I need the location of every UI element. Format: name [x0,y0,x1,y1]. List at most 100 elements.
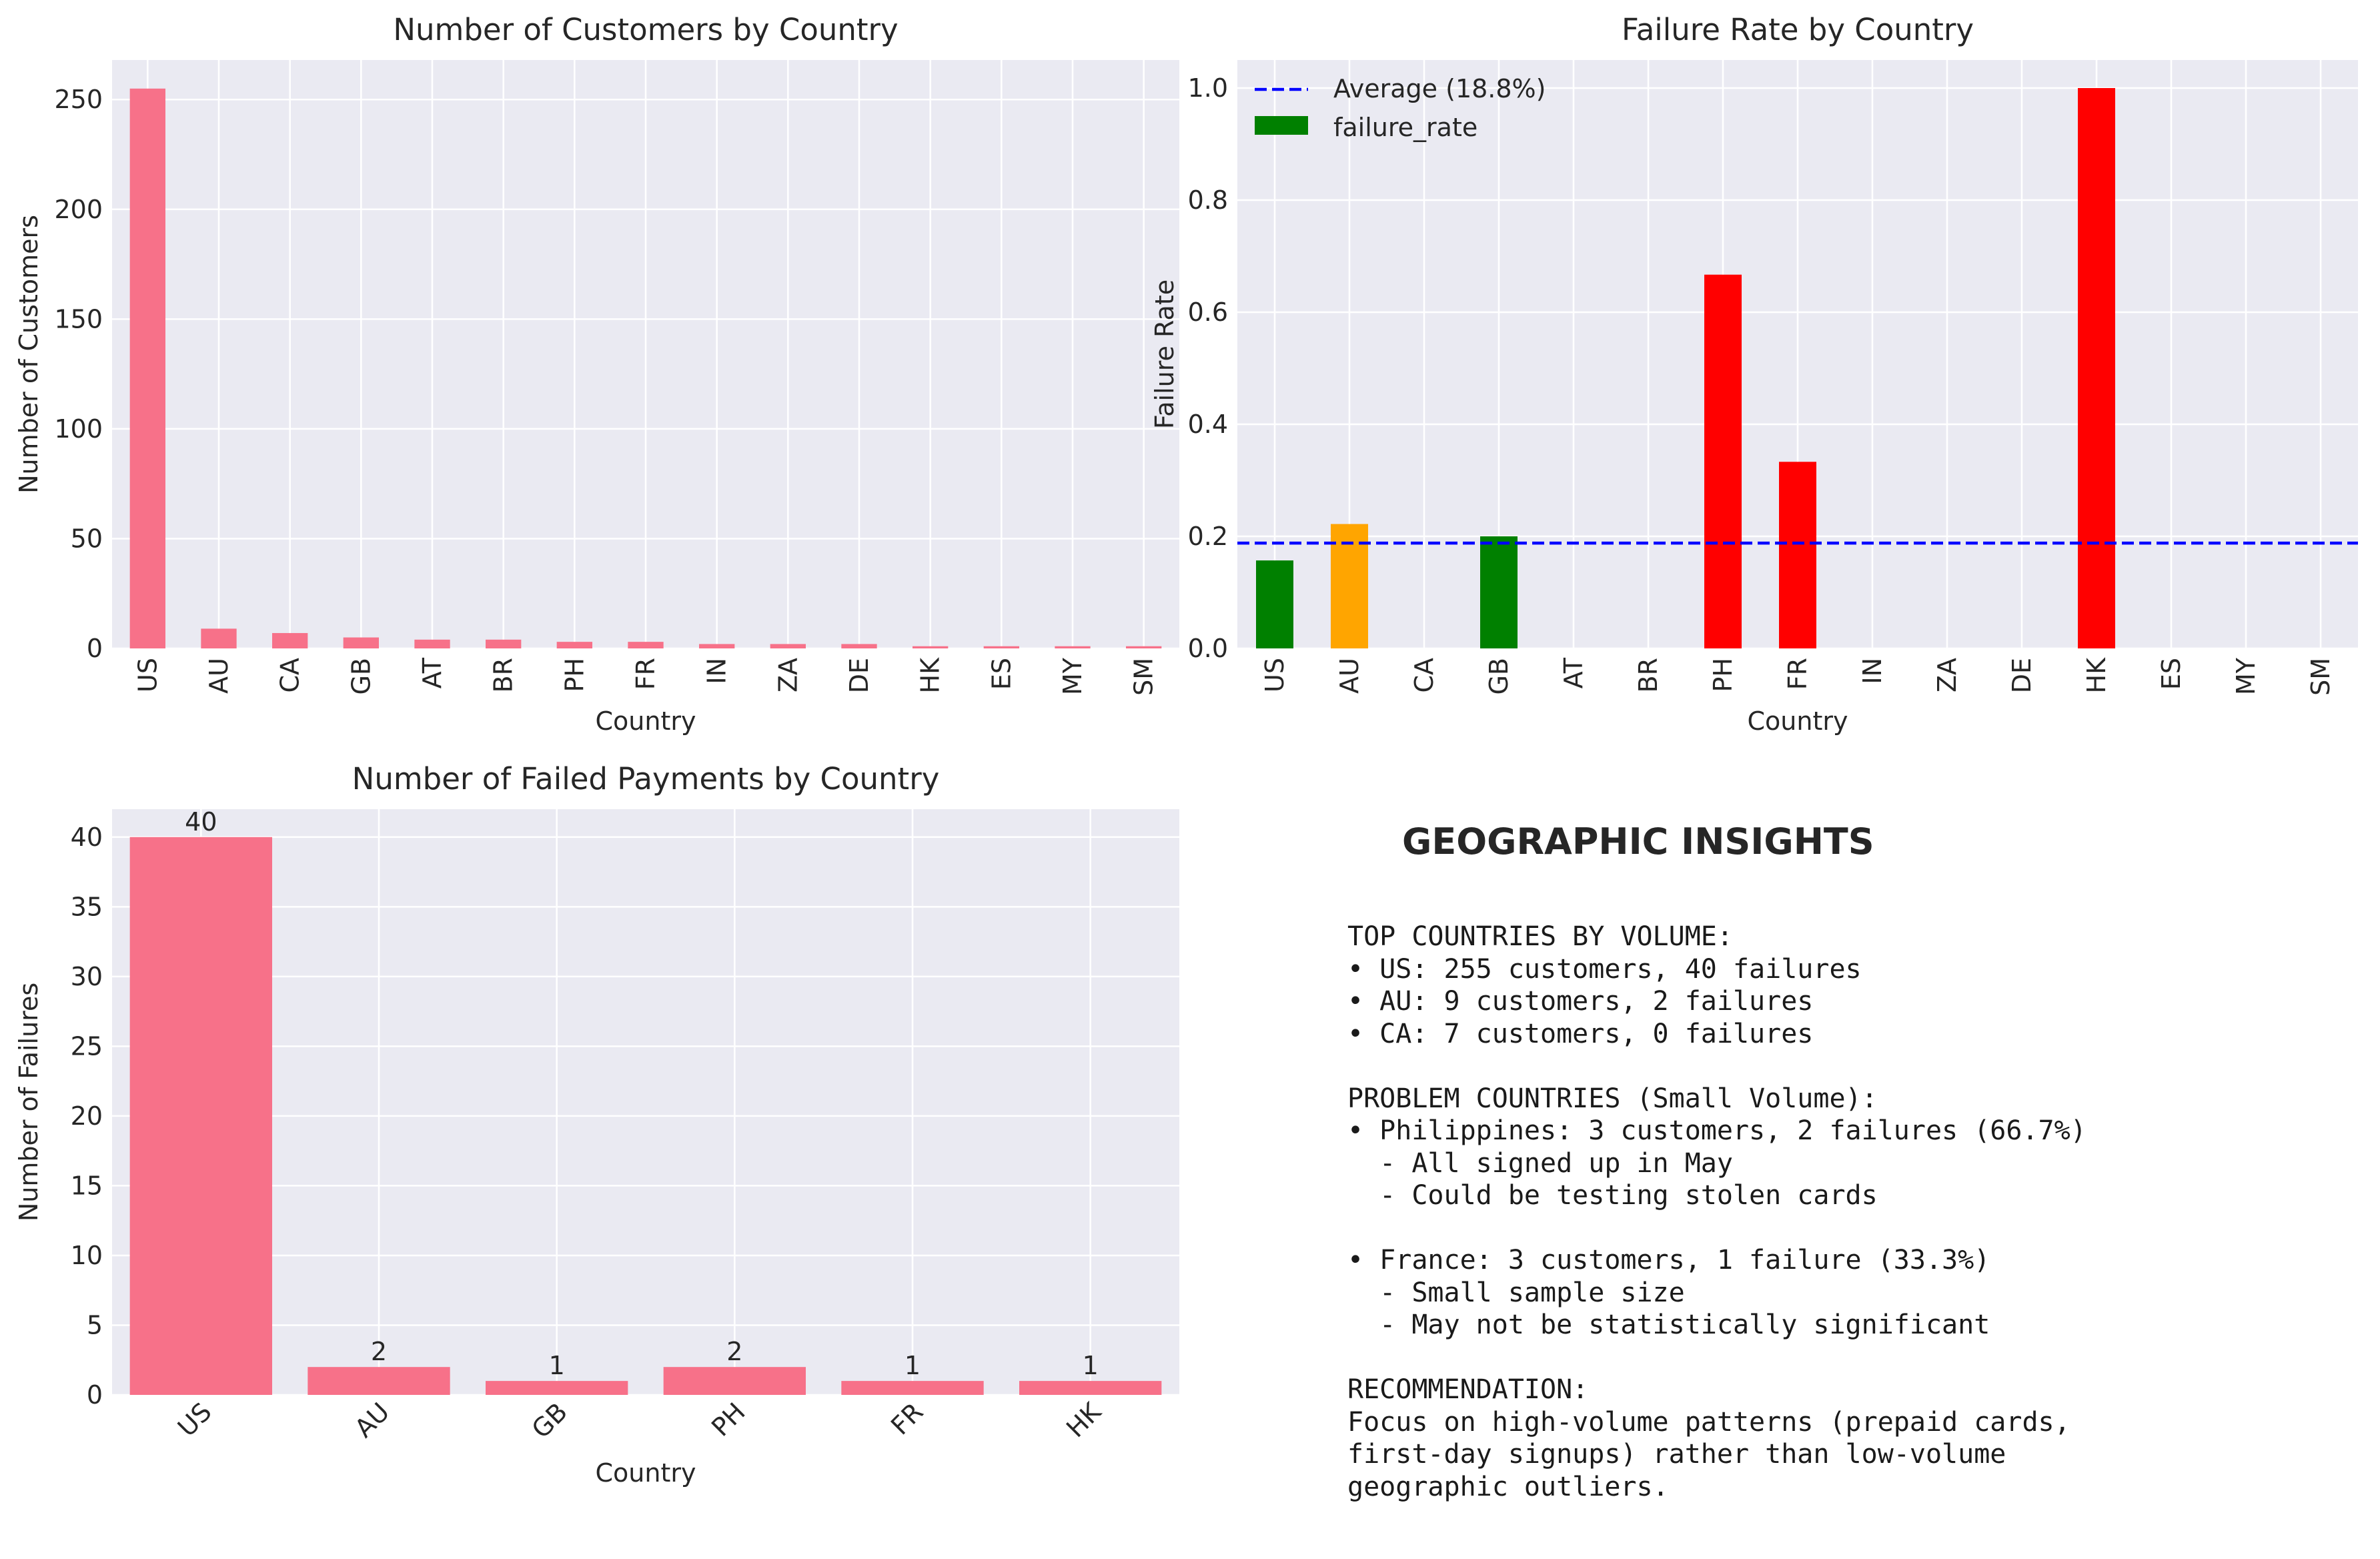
y-tick-label: 0.0 [1188,634,1228,663]
x-tick-label: BR [489,658,518,692]
x-tick-label: MY [1058,657,1087,695]
x-tick-label: ZA [1932,658,1962,692]
x-axis-label: Country [1748,706,1848,736]
bar-hk [2078,88,2115,648]
y-tick-label: 50 [71,524,103,553]
x-tick-label: DE [844,658,874,693]
y-tick-label: 40 [71,823,103,852]
x-tick-label: MY [2231,657,2261,695]
y-tick-label: 0 [87,1380,103,1410]
chart-customers: 0 50 100 150 200 250 US AU CA GB AT BR PH FR IN ZA DE HK E… [14,12,1179,736]
x-tick-label: PH [560,658,589,692]
bar-ph [1704,274,1742,649]
y-tick-label: 200 [54,195,103,224]
y-tick-label: 15 [71,1171,103,1200]
x-tick-label: IN [1858,658,1887,684]
x-tick-label: US [133,658,162,692]
x-tick-label: CA [275,658,305,693]
y-tick-label: 25 [71,1031,103,1061]
y-tick-label: 0.8 [1188,185,1228,215]
insights-title: GEOGRAPHIC INSIGHTS [1402,821,1874,863]
y-tick-label: 250 [54,85,103,114]
bar-br [486,639,522,648]
bar-at [414,639,450,648]
x-tick-label: AU [204,658,233,694]
data-label: 2 [371,1337,387,1366]
data-label: 2 [726,1337,742,1366]
bar-in [699,644,735,648]
data-label: 1 [1083,1351,1099,1380]
y-tick-label: 150 [54,304,103,334]
legend-failure-rate-label: failure_rate [1333,113,1477,142]
x-tick-label: HK [916,657,945,694]
data-label: 1 [905,1351,921,1380]
bar-au [308,1367,450,1395]
bar-au [1331,524,1368,648]
y-axis-label: Number of Failures [14,983,43,1221]
bar-fr [1779,462,1816,648]
bar-ph [556,642,592,648]
bar-au [201,628,237,648]
insights-body: TOP COUNTRIES BY VOLUME: • US: 255 custo… [1347,921,2087,1502]
y-axis-label: Number of Customers [14,215,43,494]
x-tick-label: CA [1409,658,1439,693]
bar-fr [628,642,664,648]
data-label: 40 [185,807,217,837]
bar-gb [486,1381,628,1395]
y-tick-label: 30 [71,962,103,991]
x-axis-label: Country [596,706,696,736]
x-tick-label: GB [526,1397,573,1444]
x-tick-label: US [172,1397,217,1442]
bar-gb [1480,536,1518,648]
chart-title: Number of Failed Payments by Country [352,761,940,797]
bar-fr [841,1381,984,1395]
x-tick-label: GB [346,658,376,695]
x-tick-label: AT [418,657,447,688]
chart-title: Number of Customers by Country [393,12,898,47]
y-tick-label: 100 [54,414,103,444]
bar-us [129,88,165,649]
y-axis-label: Failure Rate [1150,280,1179,429]
bar-de [841,644,877,648]
legend: Average (18.8%) failure_rate [1255,74,1546,142]
x-tick-label: FR [1783,658,1812,690]
x-tick-label: AU [1335,658,1364,694]
x-tick-label: HK [1061,1396,1107,1443]
x-tick-label: US [1260,658,1289,692]
bar-gb [343,637,379,648]
y-tick-label: 35 [71,892,103,921]
x-tick-label: BR [1634,658,1663,692]
y-tick-label: 0 [87,634,103,663]
bar-ph [663,1367,806,1395]
x-tick-label: AU [349,1397,395,1443]
x-tick-label: GB [1484,658,1514,695]
x-axis-label: Country [596,1458,696,1488]
y-tick-label: 0.6 [1188,298,1228,327]
bar-ca [272,632,308,648]
y-tick-label: 1.0 [1188,73,1228,103]
bar-hk [1019,1381,1162,1395]
y-tick-label: 0.4 [1188,410,1228,439]
chart-failure_rate: 0.0 0.2 0.4 0.6 0.8 1.0 US AU CA GB AT BR PH FR IN ZA DE… [1150,12,2358,736]
bar-hk [913,646,949,648]
x-tick-label: FR [885,1397,929,1440]
y-tick-label: 0.2 [1188,522,1228,551]
legend-average-label: Average (18.8%) [1333,74,1546,103]
y-tick-label: 20 [71,1101,103,1131]
legend-failure-rate-swatch [1255,116,1308,135]
x-tick-label: DE [2007,658,2036,693]
bar-es [983,646,1019,648]
x-tick-label: ZA [773,658,802,692]
bar-us [1256,560,1293,648]
y-tick-label: 5 [87,1310,103,1340]
x-tick-label: HK [2082,657,2111,694]
bar-sm [1126,646,1162,648]
geographic-insights-panel: GEOGRAPHIC INSIGHTS TOP COUNTRIES BY VOL… [1347,821,2348,1521]
x-tick-label: IN [702,658,732,684]
x-tick-label: AT [1559,657,1588,688]
x-tick-label: SM [1129,658,1159,696]
x-tick-label: SM [2306,658,2335,696]
y-tick-label: 10 [71,1241,103,1270]
x-tick-label: PH [706,1397,751,1442]
